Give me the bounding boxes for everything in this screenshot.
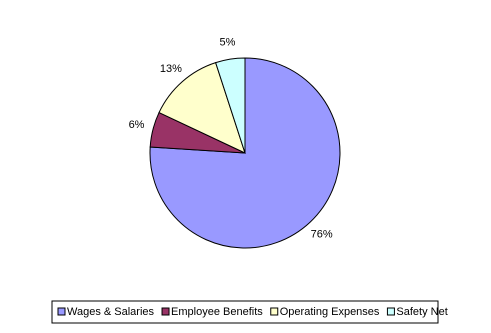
- legend-swatch: [161, 307, 170, 316]
- value-label: 13%: [160, 63, 182, 75]
- pie-slice: [149, 57, 341, 249]
- legend-label: Safety Net: [396, 306, 447, 318]
- pie-slice: [158, 62, 246, 154]
- value-label: 6%: [129, 119, 145, 131]
- legend-box: [51, 300, 439, 324]
- legend-label: Employee Benefits: [171, 306, 263, 318]
- pie-slice: [215, 57, 246, 154]
- legend-label: Operating Expenses: [280, 306, 380, 318]
- legend-swatch: [386, 307, 395, 316]
- value-label: 76%: [311, 229, 333, 241]
- legend-swatch: [57, 307, 66, 316]
- legend-label: Wages & Salaries: [67, 306, 155, 318]
- legend-swatch: [270, 307, 279, 316]
- value-label: 5%: [220, 36, 236, 48]
